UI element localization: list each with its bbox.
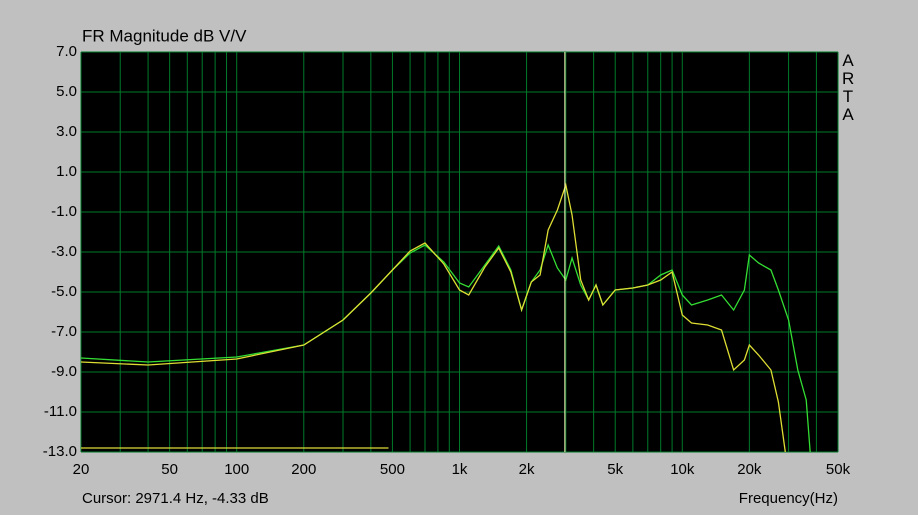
cursor-readout: Cursor: 2971.4 Hz, -4.33 dB xyxy=(82,490,269,507)
y-tick-label: -11.0 xyxy=(44,403,77,420)
y-tick-label: -1.0 xyxy=(51,203,77,220)
x-tick-label: 200 xyxy=(291,461,316,478)
x-axis-label: Frequency(Hz) xyxy=(739,490,838,507)
x-tick-label: 20 xyxy=(73,461,90,478)
y-tick-label: -7.0 xyxy=(51,323,77,340)
y-tick-label: 7.0 xyxy=(56,43,77,60)
y-tick-label: 5.0 xyxy=(56,83,77,100)
x-tick-label: 50 xyxy=(161,461,178,478)
series-line xyxy=(81,182,786,452)
y-tick-label: -13.0 xyxy=(43,443,77,460)
x-tick-label: 5k xyxy=(607,461,623,478)
x-tick-label: 100 xyxy=(224,461,249,478)
x-tick-label: 1k xyxy=(452,461,468,478)
x-tick-label: 50k xyxy=(826,461,851,478)
series-line xyxy=(81,243,811,452)
x-tick-label: 500 xyxy=(380,461,405,478)
watermark: ARTA xyxy=(842,51,855,124)
x-tick-label: 2k xyxy=(519,461,535,478)
y-tick-label: 1.0 xyxy=(56,163,77,180)
y-tick-label: -9.0 xyxy=(51,363,77,380)
y-tick-label: -5.0 xyxy=(51,283,77,300)
x-tick-label: 10k xyxy=(670,461,695,478)
chart-title: FR Magnitude dB V/V xyxy=(82,26,247,45)
y-tick-label: -3.0 xyxy=(51,243,77,260)
x-tick-label: 20k xyxy=(737,461,762,478)
y-tick-label: 3.0 xyxy=(56,123,77,140)
series-group xyxy=(81,182,811,452)
